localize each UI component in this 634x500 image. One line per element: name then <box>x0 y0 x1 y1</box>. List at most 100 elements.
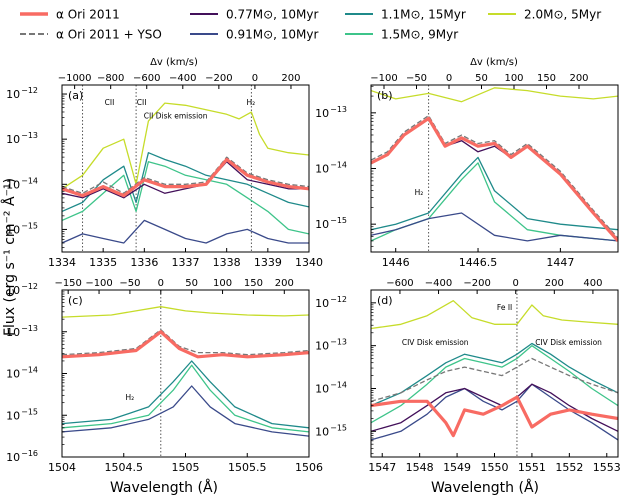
line-label-b-0: H₂ <box>415 188 424 197</box>
line-label-a-2: H₂ <box>246 98 255 107</box>
series-line-a-6 <box>62 157 309 198</box>
y-tick-label-a-1: 10−14 <box>6 176 38 191</box>
x-axis-label-left: Wavelength (Å) <box>110 479 218 496</box>
annotation-d-1: CIV Disk emission <box>535 338 602 347</box>
series-line-c-1 <box>62 364 309 433</box>
x-tick-label-a-4: 1338 <box>213 256 241 269</box>
y-tick-label-b-0: 10−15 <box>315 216 347 231</box>
v-tick-label-a-1: −800 <box>97 73 124 84</box>
series-line-b-2 <box>371 156 618 231</box>
series-line-d-1 <box>371 345 618 424</box>
panel-label-c: (c) <box>68 294 83 307</box>
v-tick-label-d-1: −400 <box>425 278 452 289</box>
series-group-c <box>62 306 309 437</box>
v-tick-label-c-4: 50 <box>185 278 198 289</box>
series-line-c-4 <box>62 331 309 358</box>
series-line-b-4 <box>371 117 618 242</box>
y-tick-label-d-2: 10−13 <box>315 338 347 353</box>
y-tick-label-d-3: 10−12 <box>315 295 347 310</box>
series-line-b-1 <box>371 162 618 242</box>
x-tick-label-d-1: 1548 <box>406 461 434 474</box>
v-tick-label-b-3: 50 <box>475 73 488 84</box>
v-tick-label-d-5: 400 <box>583 278 602 289</box>
series-line-a-2 <box>62 152 309 212</box>
v-tick-label-a-6: 200 <box>281 73 300 84</box>
v-tick-label-b-6: 200 <box>569 73 588 84</box>
panel-label-b: (b) <box>377 89 393 102</box>
v-tick-label-b-4: 100 <box>504 73 523 84</box>
x-tick-label-c-3: 1505.5 <box>228 461 267 474</box>
series-line-b-0 <box>371 87 618 103</box>
annotation-a-0: CII Disk emission <box>144 111 208 120</box>
series-line-c-6 <box>62 330 309 359</box>
y-tick-label-c-0: 10−16 <box>6 449 38 464</box>
x-tick-label-c-4: 1506 <box>295 461 323 474</box>
x-tick-label-c-1: 1504.5 <box>105 461 144 474</box>
x-tick-label-a-1: 1335 <box>89 256 117 269</box>
panel-a: 1334 1335 1336 1337 1338 1339 1340 −1000 −800 −60… <box>6 73 323 269</box>
v-tick-label-b-2: 0 <box>446 73 452 84</box>
panels: 1334 1335 1336 1337 1338 1339 1340−1000 −800 −60… <box>6 73 621 474</box>
x-tick-label-a-3: 1337 <box>172 256 200 269</box>
x-tick-label-c-0: 1504 <box>48 461 76 474</box>
series-line-d-0 <box>371 300 618 330</box>
line-label-c-0: H₂ <box>125 393 134 402</box>
y-tick-label-a-0: 10−15 <box>6 221 38 236</box>
v-tick-label-a-4: −200 <box>205 73 232 84</box>
x-tick-label-b-1: 1446.5 <box>459 256 498 269</box>
series-line-c-3 <box>62 385 309 437</box>
x-tick-label-b-2: 1447 <box>546 256 574 269</box>
x-tick-label-d-4: 1551 <box>518 461 546 474</box>
v-tick-label-d-4: 200 <box>545 278 564 289</box>
v-tick-label-c-6: 150 <box>244 278 263 289</box>
x-tick-label-b-0: 1446 <box>382 256 410 269</box>
v-tick-label-c-0: −150 <box>54 278 81 289</box>
top-axis-label-b: Δv (km/s) <box>470 57 518 68</box>
x-tick-label-d-0: 1547 <box>368 461 396 474</box>
y-tick-label-b-1: 10−14 <box>315 161 347 176</box>
series-line-a-3 <box>62 219 309 244</box>
legend-label-1: α Ori 2011 + YSO <box>56 28 162 42</box>
y-tick-label-c-4: 10−12 <box>6 282 38 297</box>
x-tick-label-d-6: 1553 <box>593 461 621 474</box>
panel-d: 1547 1548 1549 1550 1551 1552 1553 −600 −400 −200… <box>315 278 621 474</box>
v-tick-label-c-2: −50 <box>119 278 140 289</box>
series-line-a-5 <box>62 156 309 194</box>
plot-frame-a <box>61 84 310 253</box>
x-tick-label-a-5: 1339 <box>254 256 282 269</box>
y-tick-label-c-2: 10−14 <box>6 366 38 381</box>
v-tick-label-c-3: 0 <box>158 278 164 289</box>
v-tick-label-b-5: 150 <box>537 73 556 84</box>
line-label-a-0: CII <box>105 98 115 107</box>
legend-label-5: 1.5M⊙, 9Myr <box>381 28 458 42</box>
legend: α Ori 2011 α Ori 2011 + YSO 0.77M⊙, 10Myr 0… <box>20 8 601 42</box>
x-tick-label-a-0: 1334 <box>48 256 76 269</box>
legend-label-2: 0.77M⊙, 10Myr <box>226 8 318 22</box>
v-tick-label-d-2: −200 <box>463 278 490 289</box>
series-group-b <box>371 87 618 242</box>
y-tick-label-a-3: 10−12 <box>6 86 38 101</box>
series-line-b-6 <box>371 116 618 242</box>
v-tick-label-a-0: −1000 <box>58 73 92 84</box>
top-axis-label-a: Δv (km/s) <box>150 57 198 68</box>
y-tick-label-d-0: 10−15 <box>315 423 347 438</box>
v-tick-label-c-5: 100 <box>213 278 232 289</box>
panel-label-d: (d) <box>377 294 393 307</box>
panel-b: 1446 1446.5 1447 −100 −50 0 50 100 150 200 10−15 10… <box>315 73 619 269</box>
y-tick-label-c-3: 10−13 <box>6 324 38 339</box>
v-tick-label-d-3: 0 <box>513 278 519 289</box>
annotation-d-0: CIV Disk emission <box>402 338 469 347</box>
series-line-a-4 <box>62 161 309 199</box>
v-tick-label-c-7: 200 <box>275 278 294 289</box>
v-tick-label-a-3: −400 <box>169 73 196 84</box>
legend-label-4: 1.1M⊙, 15Myr <box>381 8 466 22</box>
v-tick-label-b-0: −100 <box>370 73 397 84</box>
series-line-c-5 <box>62 329 309 356</box>
series-line-a-0 <box>62 102 309 190</box>
v-tick-label-a-5: 0 <box>252 73 258 84</box>
x-tick-label-a-6: 1340 <box>295 256 323 269</box>
panel-c: 1504 1504.5 1505 1505.5 1506 −150 −100 −50 0 50 10… <box>6 278 323 474</box>
x-tick-label-a-2: 1336 <box>130 256 158 269</box>
series-line-b-3 <box>371 212 618 242</box>
legend-label-0: α Ori 2011 <box>56 8 120 22</box>
